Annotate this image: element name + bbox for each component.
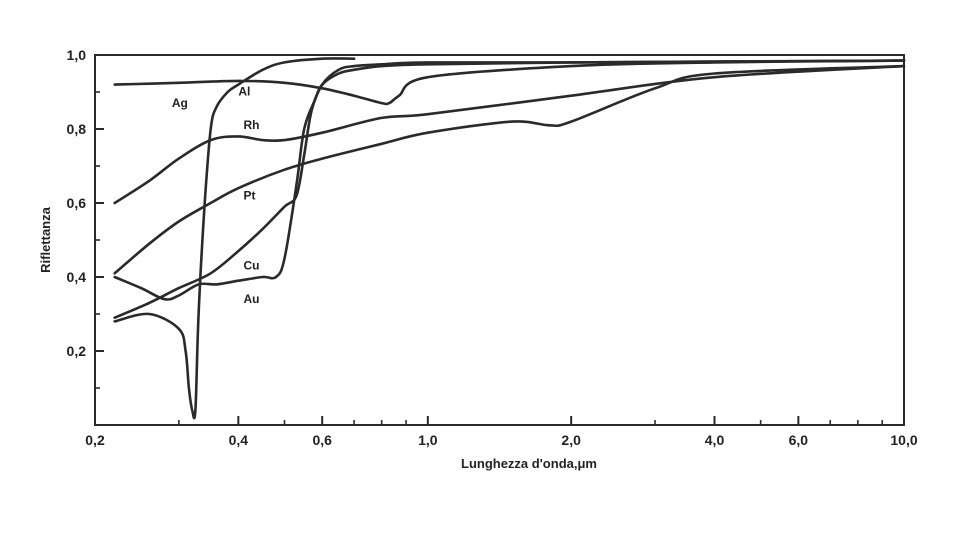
series-line-rh [113, 64, 906, 205]
y-tick-label: 0,2 [67, 343, 87, 359]
y-tick-label: 0,8 [67, 121, 87, 137]
series-label-au: Au [243, 292, 259, 306]
x-tick-label: 4,0 [705, 432, 725, 448]
series-line-cu [113, 59, 906, 319]
x-tick-label: 0,6 [312, 432, 332, 448]
x-tick-label: 0,2 [85, 432, 105, 448]
series-label-ag: Ag [172, 96, 188, 110]
x-tick-label: 0,4 [229, 432, 249, 448]
series-label-al: Al [238, 85, 250, 99]
series-label-cu: Cu [243, 259, 259, 273]
x-tick-label: 10,0 [890, 432, 917, 448]
plot-frame [94, 54, 905, 426]
axis-ticks [94, 54, 905, 425]
series-line-ag [113, 57, 356, 420]
x-tick-label: 1,0 [418, 432, 438, 448]
series-line-al [113, 59, 906, 106]
series-curves [113, 57, 906, 420]
series-label-pt: Pt [243, 188, 255, 202]
series-labels: Ag Al Rh Pt Cu Au [172, 85, 260, 306]
series-line-pt [113, 64, 906, 275]
y-tick-label: 0,6 [67, 195, 87, 211]
x-tick-label: 6,0 [789, 432, 809, 448]
series-line-au [113, 59, 906, 301]
x-tick-labels: 0,2 0,4 0,6 1,0 2,0 4,0 6,0 10,0 [85, 432, 918, 448]
y-tick-label: 0,4 [67, 269, 87, 285]
x-tick-label: 2,0 [561, 432, 581, 448]
y-axis-title: Riflettanza [38, 206, 53, 273]
y-tick-labels: 0,2 0,4 0,6 0,8 1,0 [67, 47, 87, 359]
series-label-rh: Rh [243, 118, 259, 132]
y-tick-label: 1,0 [67, 47, 87, 63]
x-axis-title: Lunghezza d'onda,μm [461, 456, 597, 471]
